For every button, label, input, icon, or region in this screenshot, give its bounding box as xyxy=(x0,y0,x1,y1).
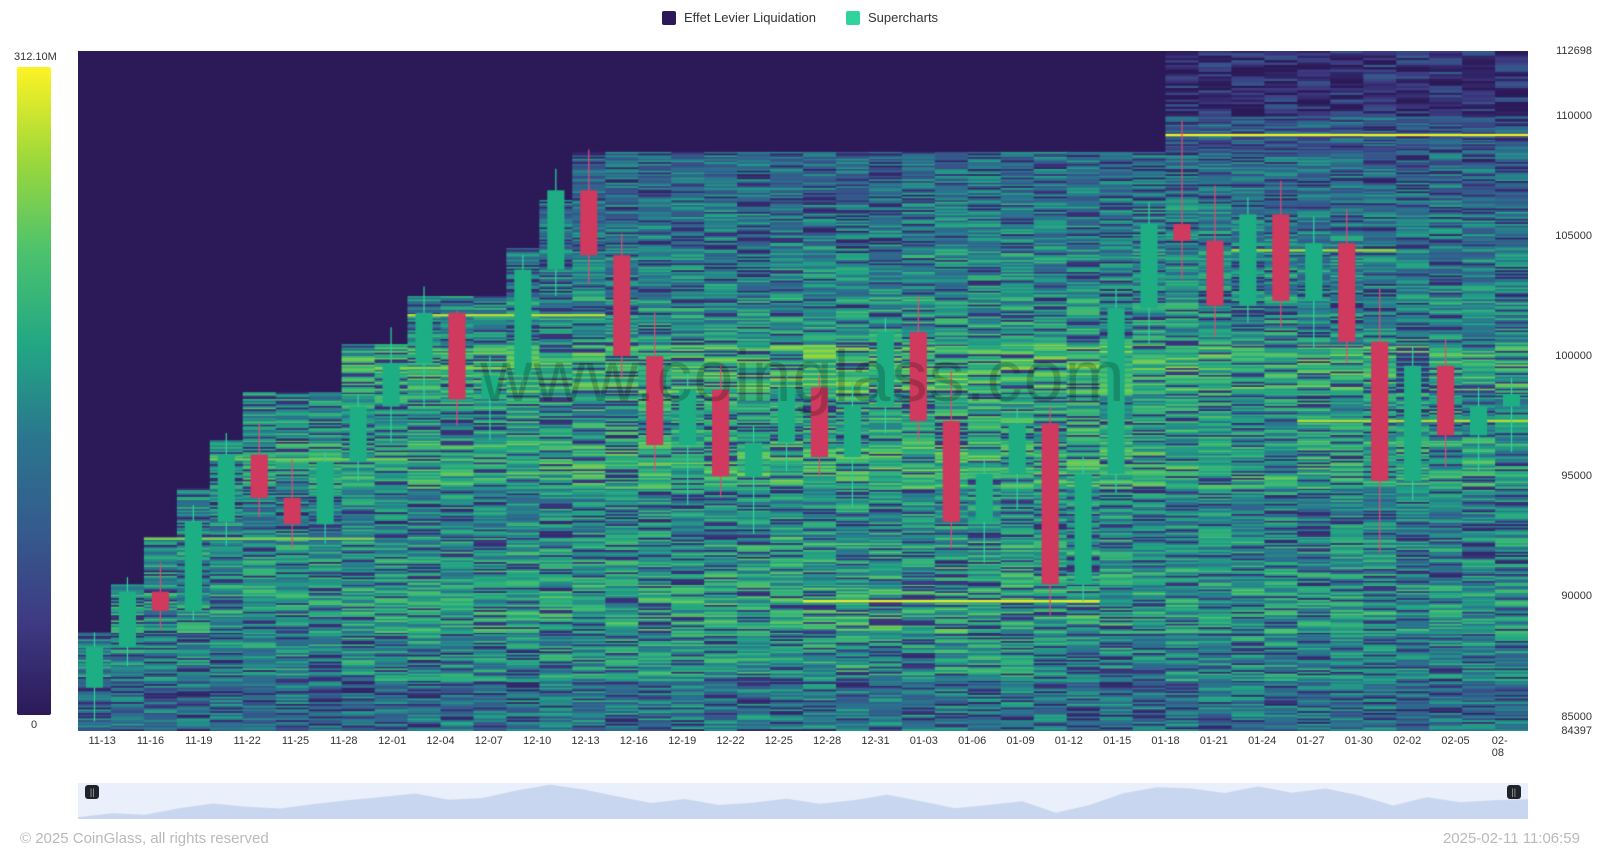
x-tick: 11-28 xyxy=(330,735,357,747)
x-tick: 01-06 xyxy=(958,735,986,747)
legend-label-liquidation: Effet Levier Liquidation xyxy=(684,10,816,25)
x-tick: 11-22 xyxy=(233,735,260,747)
x-tick: 01-03 xyxy=(910,735,938,747)
navigator-handle-left[interactable]: || xyxy=(85,785,99,799)
colorbar-gradient xyxy=(17,67,51,715)
x-tick: 12-04 xyxy=(426,735,454,747)
navigator-handle-right[interactable]: || xyxy=(1507,785,1521,799)
legend-swatch-supercharts xyxy=(846,11,860,25)
x-tick: 11-16 xyxy=(137,735,164,747)
x-tick: 02-05 xyxy=(1441,735,1469,747)
x-tick: 12-10 xyxy=(523,735,551,747)
heatmap-plot[interactable]: www.coinglass.com xyxy=(78,51,1528,731)
x-tick: 01-27 xyxy=(1296,735,1324,747)
x-tick: 12-19 xyxy=(668,735,696,747)
x-tick: 12-22 xyxy=(716,735,744,747)
x-tick: 01-09 xyxy=(1006,735,1034,747)
x-tick: 12-13 xyxy=(571,735,599,747)
heatmap-canvas[interactable] xyxy=(78,51,1528,731)
footer: © 2025 CoinGlass, all rights reserved 20… xyxy=(20,830,1580,847)
x-tick: 11-13 xyxy=(88,735,115,747)
x-tick: 01-18 xyxy=(1151,735,1179,747)
legend: Effet Levier Liquidation Supercharts xyxy=(0,0,1600,31)
x-tick: 01-30 xyxy=(1345,735,1373,747)
x-tick: 11-25 xyxy=(282,735,309,747)
range-navigator[interactable]: || || xyxy=(78,783,1528,819)
y-tick: 100000 xyxy=(1555,350,1592,362)
timestamp-text: 2025-02-11 11:06:59 xyxy=(1443,830,1580,847)
y-tick: 112698 xyxy=(1556,45,1592,57)
x-tick: 02-08 xyxy=(1492,735,1516,759)
colorbar-min-label: 0 xyxy=(14,719,54,731)
x-tick: 12-25 xyxy=(765,735,793,747)
copyright-text: © 2025 CoinGlass, all rights reserved xyxy=(20,830,269,847)
colorbar-max-label: 312.10M xyxy=(14,51,54,63)
x-tick: 12-31 xyxy=(861,735,889,747)
legend-swatch-liquidation xyxy=(662,11,676,25)
y-tick: 85000 xyxy=(1561,711,1592,723)
navigator-canvas[interactable] xyxy=(78,783,1528,819)
y-tick: 105000 xyxy=(1555,230,1592,242)
x-tick: 01-24 xyxy=(1248,735,1276,747)
x-tick: 11-19 xyxy=(185,735,212,747)
y-tick: 84397 xyxy=(1561,725,1592,737)
x-tick: 12-28 xyxy=(813,735,841,747)
y-axis: 1126981100001050001000009500090000850008… xyxy=(1534,51,1592,731)
legend-item-supercharts: Supercharts xyxy=(846,10,938,25)
colorbar: 312.10M 0 xyxy=(14,51,54,731)
x-tick: 01-12 xyxy=(1055,735,1083,747)
legend-label-supercharts: Supercharts xyxy=(868,10,938,25)
x-axis: 11-13 11-16 11-19 11-22 11-25 11-28 12-01 12-04… xyxy=(78,731,1528,753)
legend-item-liquidation: Effet Levier Liquidation xyxy=(662,10,816,25)
x-tick: 02-02 xyxy=(1393,735,1421,747)
x-tick: 01-21 xyxy=(1200,735,1228,747)
x-tick: 12-16 xyxy=(620,735,648,747)
x-tick: 12-01 xyxy=(378,735,406,747)
x-tick: 01-15 xyxy=(1103,735,1131,747)
y-tick: 90000 xyxy=(1561,590,1592,602)
chart-area[interactable]: 312.10M 0 www.coinglass.com 112698 110000… xyxy=(0,31,1600,751)
y-tick: 95000 xyxy=(1561,470,1592,482)
y-tick: 110000 xyxy=(1556,110,1592,122)
x-tick: 12-07 xyxy=(475,735,503,747)
